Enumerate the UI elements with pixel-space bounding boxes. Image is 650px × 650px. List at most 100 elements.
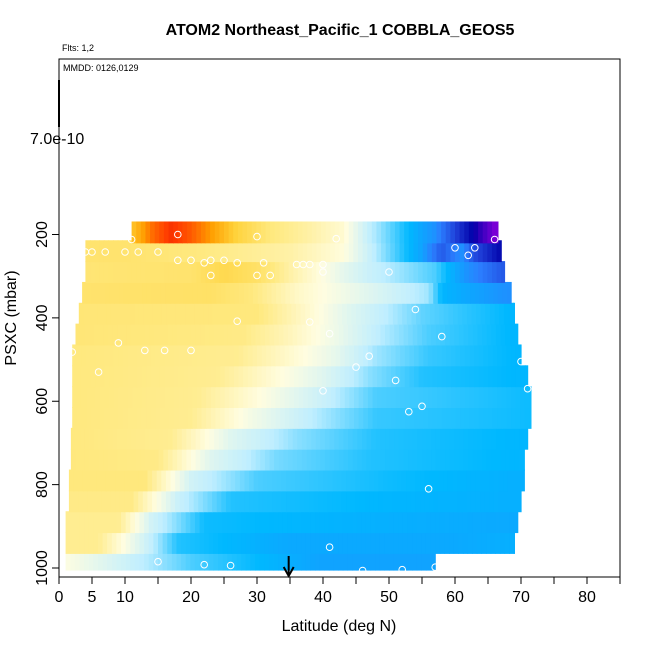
heatmap-cell	[256, 240, 262, 263]
heatmap-cell	[468, 261, 475, 283]
heatmap-cell	[362, 221, 368, 244]
heatmap-cell	[385, 427, 391, 450]
heatmap-cell	[390, 344, 397, 367]
heatmap-cell	[80, 323, 86, 346]
heatmap-cell	[304, 490, 310, 513]
heatmap-cell	[214, 427, 220, 450]
heatmap-cell	[347, 511, 353, 534]
heatmap-cell	[453, 302, 459, 325]
heatmap-cell	[309, 490, 315, 513]
heatmap-cell	[464, 221, 470, 244]
heatmap-cell	[511, 386, 517, 408]
heatmap-cell	[219, 221, 225, 244]
heatmap-cell	[214, 240, 220, 263]
heatmap-cell	[387, 469, 393, 492]
heatmap-cell	[146, 365, 152, 388]
heatmap-cell	[88, 548, 94, 571]
heatmap-cell	[282, 548, 288, 571]
heatmap-cell	[76, 365, 83, 388]
heatmap-cell	[389, 532, 395, 554]
heatmap-cell	[450, 240, 456, 263]
heatmap-cell	[344, 261, 350, 283]
heatmap-cell	[196, 261, 202, 283]
heatmap-cell	[82, 281, 88, 304]
y-tick-label: 400	[34, 304, 51, 331]
heatmap-cell	[161, 490, 167, 513]
heatmap-cell	[418, 240, 424, 263]
heatmap-cell	[238, 365, 244, 388]
heatmap-cell	[191, 448, 197, 471]
heatmap-cell	[286, 302, 292, 325]
heatmap-cell	[185, 548, 191, 571]
heatmap-cell	[279, 240, 285, 263]
heatmap-cell	[416, 548, 422, 571]
heatmap-cell	[431, 221, 438, 244]
heatmap-cell	[282, 511, 288, 534]
observation-point	[523, 384, 532, 393]
heatmap-cell	[507, 490, 514, 513]
heatmap-cell	[479, 281, 485, 304]
heatmap-cell	[224, 365, 230, 388]
heatmap-cell	[416, 302, 422, 325]
heatmap-cell	[325, 240, 331, 263]
heatmap-cell	[501, 386, 508, 408]
heatmap-cell	[505, 448, 511, 471]
heatmap-cell	[294, 281, 300, 304]
heatmap-cell	[387, 281, 393, 304]
heatmap-cell	[445, 261, 451, 283]
heatmap-cell	[199, 511, 205, 534]
heatmap-cell	[430, 511, 436, 534]
heatmap-cell	[399, 221, 405, 244]
heatmap-cell	[423, 407, 429, 429]
heatmap-cell	[227, 548, 233, 571]
heatmap-cell	[482, 240, 488, 263]
heatmap-cell	[102, 532, 108, 554]
heatmap-cell	[293, 221, 299, 244]
heatmap-cell	[120, 302, 126, 325]
heatmap-cell	[339, 221, 345, 244]
heatmap-cell	[259, 532, 265, 554]
heatmap-cell	[330, 386, 337, 408]
heatmap-cell	[431, 261, 438, 283]
heatmap-cell	[466, 302, 473, 325]
heatmap-cell	[90, 407, 96, 429]
heatmap-cell	[509, 448, 515, 471]
heatmap-cell	[156, 469, 162, 492]
heatmap-cell	[327, 469, 333, 492]
heatmap-cell	[513, 532, 515, 554]
heatmap-cell	[413, 221, 419, 244]
arrow-head	[282, 566, 295, 579]
heatmap-cell	[78, 469, 84, 492]
heatmap-cell	[400, 344, 406, 367]
heatmap-cell	[290, 281, 296, 304]
heatmap-cell	[293, 240, 299, 263]
heatmap-cell	[403, 448, 409, 471]
heatmap-cell	[153, 548, 159, 571]
heatmap-cell	[394, 261, 401, 283]
observation-point	[94, 368, 103, 376]
heatmap-cell	[297, 221, 304, 244]
heatmap-cell	[468, 448, 474, 471]
heatmap-cell	[70, 511, 76, 534]
heatmap-cell	[309, 302, 316, 325]
heatmap-cell	[291, 511, 298, 534]
heatmap-cell	[223, 323, 229, 346]
heatmap-cell	[405, 281, 411, 304]
heatmap-cell	[501, 344, 508, 367]
heatmap-cell	[244, 469, 250, 492]
heatmap-cell	[94, 261, 100, 283]
heatmap-cell	[357, 240, 364, 263]
heatmap-cell	[158, 511, 164, 534]
heatmap-cell	[507, 469, 514, 492]
heatmap-cell	[373, 281, 379, 304]
heatmap-cell	[195, 323, 201, 346]
heatmap-cell	[159, 407, 166, 429]
heatmap-cell	[355, 490, 361, 513]
heatmap-cell	[418, 407, 424, 429]
heatmap-cell	[125, 511, 131, 534]
heatmap-cell	[414, 386, 420, 408]
observation-point	[174, 256, 182, 265]
heatmap-cell	[150, 365, 156, 388]
heatmap-cell	[429, 469, 435, 492]
heatmap-cell	[470, 490, 477, 513]
